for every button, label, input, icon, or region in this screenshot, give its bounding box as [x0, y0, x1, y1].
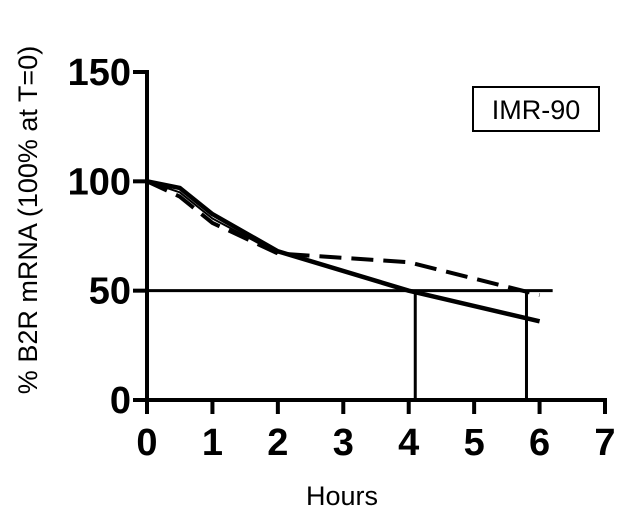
y-tick-label: 150 [68, 52, 131, 94]
y-tick-label: 100 [68, 161, 131, 203]
x-tick-label: 6 [529, 422, 550, 464]
legend-box [472, 86, 600, 132]
x-tick-label: 5 [464, 422, 485, 464]
x-tick-label: 0 [136, 422, 157, 464]
y-tick-label: 50 [89, 271, 131, 313]
legend: IMR-90 [472, 86, 600, 132]
y-tick-label: 0 [110, 380, 131, 422]
x-tick-label: 2 [267, 422, 288, 464]
lines-layer [146, 179, 553, 400]
series-line-1 [146, 179, 541, 324]
series-line-3 [146, 180, 279, 255]
x-tick-label: 7 [594, 422, 615, 464]
x-tick-label: 4 [398, 422, 419, 464]
y-axis-title: % B2R mRNA (100% at T=0) [13, 46, 43, 394]
x-tick-label: 1 [202, 422, 223, 464]
legend-label: IMR-90 [492, 95, 581, 125]
series-line-2 [146, 179, 541, 297]
text-layer: Hours % B2R mRNA (100% at T=0) 050100150… [13, 46, 616, 511]
x-tick-label: 3 [333, 422, 354, 464]
axes-layer [133, 70, 607, 414]
x-axis-title: Hours [306, 481, 378, 511]
